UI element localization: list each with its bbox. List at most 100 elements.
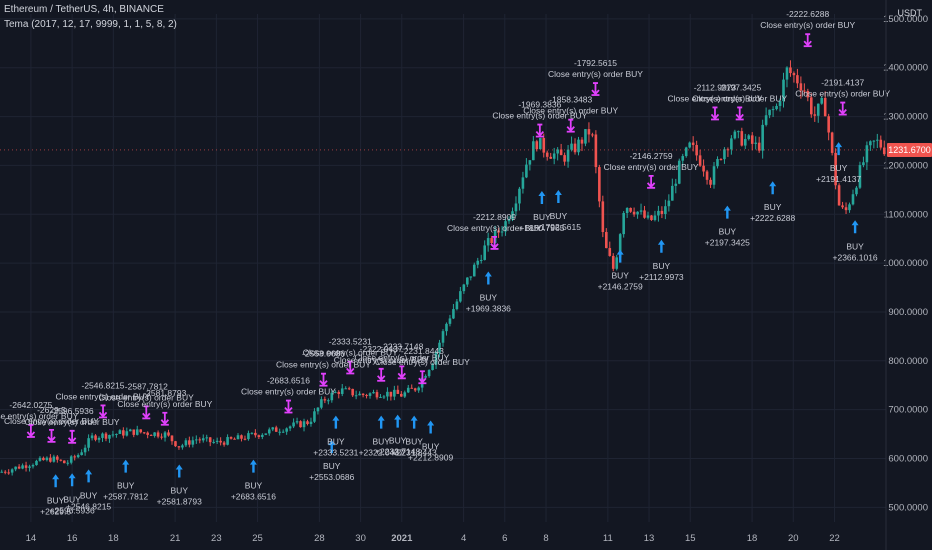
x-tick-label: 11 [603,533,613,544]
candle-body [622,213,625,235]
candle-body [288,426,292,429]
candle-body [681,156,685,161]
candle-body [462,284,466,292]
candle-body [302,421,306,428]
last-price-value: 1231.6700 [888,145,931,155]
candle-body [295,421,299,423]
candle-body [584,129,587,144]
close-amount: -2231.8443 [401,346,444,356]
candle-body [754,142,758,144]
candle-body [66,462,70,464]
candle-body [657,210,660,216]
candle-body [35,460,38,466]
candle-body [212,441,215,443]
candle-body [844,207,848,211]
buy-arrow-icon [484,271,492,285]
candle-body [785,67,789,80]
close-amount: -2191.4137 [821,78,864,88]
candle-body [219,440,222,443]
candle-body [709,179,712,185]
candle-body [365,395,368,397]
close-marker-icon [160,411,170,426]
candle-body [292,422,295,427]
candle-body [358,393,361,396]
x-tick-label: 16 [67,533,78,544]
close-amount: -2212.8909 [473,212,516,222]
candle-body [455,301,459,310]
buy-arrow-icon [85,469,93,483]
candle-body [639,210,643,212]
candle-body [413,388,417,391]
close-marker-icon [142,405,151,419]
indicator-label: Tema (2017, 12, 17, 9999, 1, 1, 5, 8, 2) [4,19,177,30]
candle-body [344,388,348,390]
candle-body [83,447,87,453]
candle-body [757,142,761,151]
candle-body [56,456,59,460]
candle-body [111,434,115,436]
candle-body [347,388,351,390]
close-amount: -2146.2759 [630,151,673,161]
candle-body [459,291,462,302]
close-label: Close entry(s) order BUY [447,223,542,233]
close-amount: -2112.9973 [694,82,737,92]
candle-body [806,90,810,98]
close-amount: -2197.3425 [718,82,761,92]
candle-body [205,437,209,439]
close-marker-icon [319,372,328,387]
candle-body [605,232,608,249]
x-tick-label: 23 [211,533,222,544]
candle-body [747,135,751,140]
close-label: Close entry(s) order BUY [25,417,120,427]
x-tick-label: 4 [461,533,466,544]
close-label: Close entry(s) order BUY [276,360,371,370]
buy-label: BUY [327,437,345,447]
candle-body [559,149,563,156]
close-amount: -2642.0275 [9,400,52,410]
buy-arrow-icon [657,239,665,253]
candle-body [809,97,813,115]
candle-body [479,259,483,261]
candle-body [174,441,177,447]
candle-body [507,219,511,222]
buy-amount: +2222.6288 [750,213,795,223]
close-amount: -2587.7812 [125,381,168,391]
buy-label: BUY [480,293,498,303]
candle-body [226,437,229,445]
buy-amount: +2231.8443 [392,448,437,458]
candle-body [132,429,136,435]
buy-amount: +2197.3425 [705,238,750,248]
x-tick-label: 25 [252,533,263,544]
candle-body [389,391,393,397]
buy-amount: +2333.5231 [313,448,358,458]
candle-body [156,432,160,437]
candle-body [542,138,546,153]
candle-body [851,194,855,205]
candle-body [115,433,118,435]
candle-body [160,436,163,438]
close-marker-icon [535,123,545,137]
candle-body [625,207,629,214]
close-label: Close entry(s) order BUY [303,347,398,357]
close-amount: -2233.7148 [380,341,423,351]
candle-body [528,160,532,165]
candle-body [382,396,386,398]
candle-body [803,90,806,92]
buy-label: BUY [63,494,81,504]
x-tick-label: 18 [108,533,119,544]
candle-body [500,231,504,233]
candle-body [146,432,149,435]
candle-body [434,352,438,365]
candle-body [191,440,195,445]
buy-label: BUY [117,481,135,491]
candle-body [247,433,250,440]
candle-body [170,435,174,442]
candle-body [167,432,170,436]
buy-label: BUY [653,261,671,271]
buy-amount: +2581.8793 [157,497,202,507]
y-tick-label: 900.0000 [888,307,928,318]
candle-body [90,435,94,439]
candle-body [525,164,528,178]
